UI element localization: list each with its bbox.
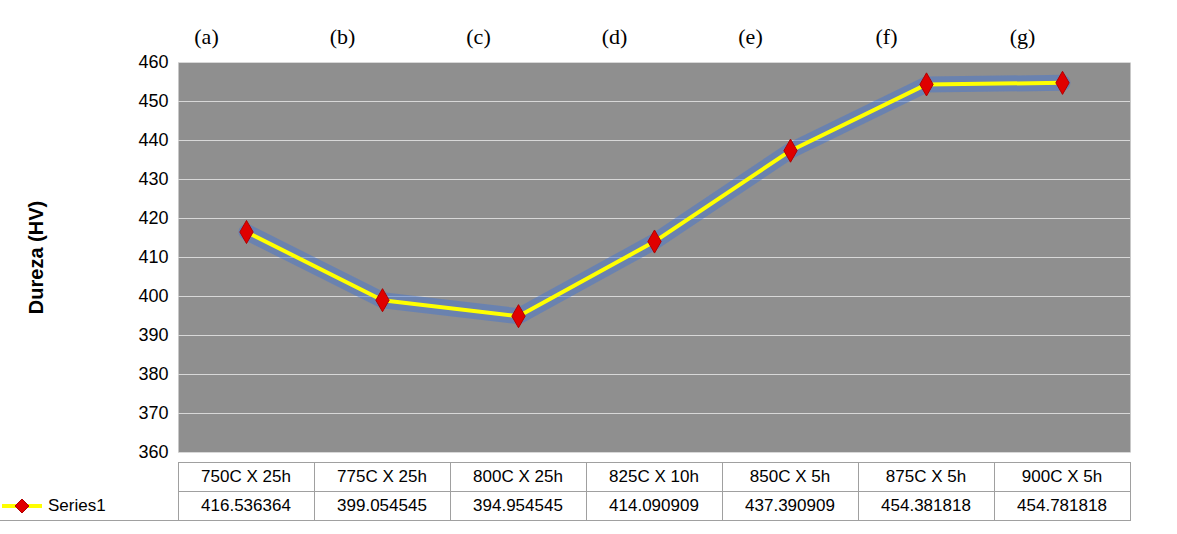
svg-text:360: 360 [138,442,168,462]
html-text:Series1: Series1 [48,495,106,515]
svg-text:(a): (a) [194,24,218,49]
svg-text:460: 460 [138,52,168,72]
svg-text:450: 450 [138,91,168,111]
svg-text:(f): (f) [876,24,898,49]
html-text:454.381818: 454.381818 [881,496,971,515]
svg-text:390: 390 [138,325,168,345]
html-text:416.536364: 416.536364 [201,496,291,515]
html-text:414.090909: 414.090909 [609,496,699,515]
svg-text:380: 380 [138,364,168,384]
html-text:825C X 10h: 825C X 10h [609,467,699,486]
html-text:750C X 25h: 750C X 25h [201,467,291,486]
svg-text:430: 430 [138,169,168,189]
html-text:437.390909: 437.390909 [745,496,835,515]
svg-text:(b): (b) [330,24,356,49]
html-text:800C X 25h: 800C X 25h [473,467,563,486]
html-text:394.954545: 394.954545 [473,496,563,515]
svg-text:(c): (c) [466,24,490,49]
html-text:454.781818: 454.781818 [1017,496,1107,515]
html-text:875C X 5h: 875C X 5h [885,467,967,486]
svg-text:(g): (g) [1010,24,1036,49]
svg-text:440: 440 [138,130,168,150]
html-text:850C X 5h: 850C X 5h [749,467,831,486]
svg-text:(e): (e) [738,24,762,49]
svg-text:400: 400 [138,286,168,306]
svg-text:410: 410 [138,247,168,267]
svg-text:(d): (d) [602,24,628,49]
html-text:900C X 5h: 900C X 5h [1021,467,1103,486]
html-text:399.054545: 399.054545 [337,496,427,515]
svg-text:370: 370 [138,403,168,423]
svg-text:420: 420 [138,208,168,228]
svg-text:Dureza (HV): Dureza (HV) [25,201,47,314]
html-text:775C X 25h: 775C X 25h [337,467,427,486]
